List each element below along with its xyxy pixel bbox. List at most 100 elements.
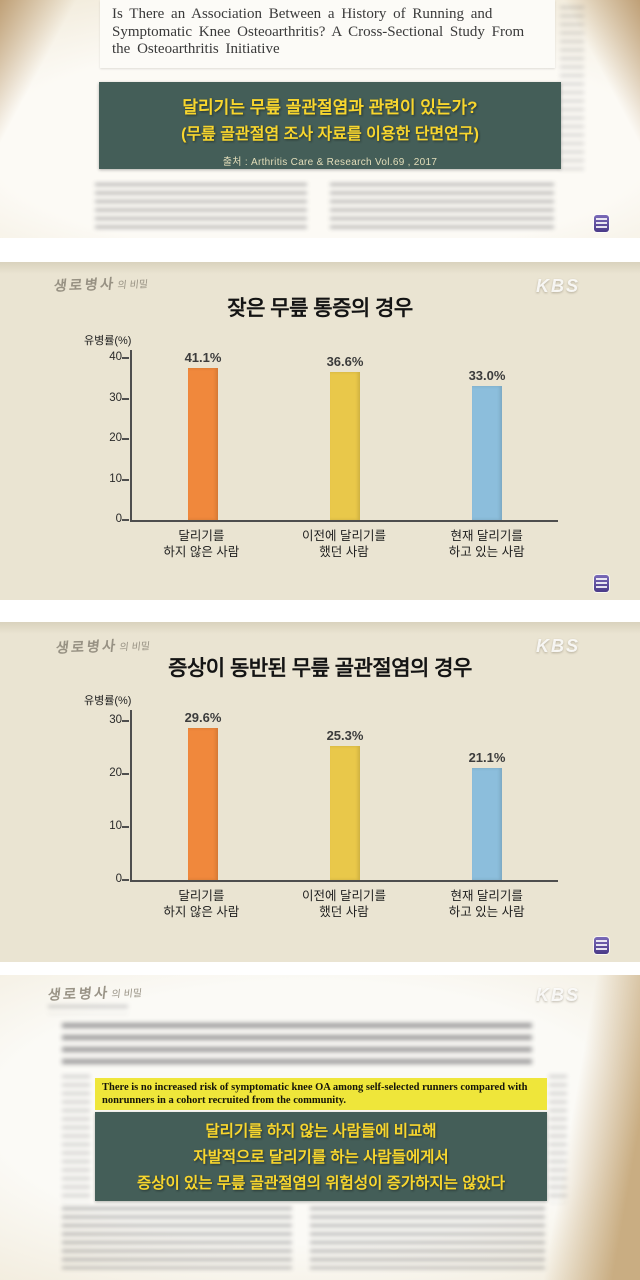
x-axis-category-line: 달리기를 bbox=[178, 529, 225, 543]
kbs-watermark: KBS bbox=[535, 985, 580, 1005]
bar-former-runner bbox=[330, 745, 360, 880]
conclusion-line3: 증상이 있는 무릎 골관절염의 위험성이 증가하지는 않았다 bbox=[136, 1175, 506, 1192]
conclusion-panel: 생로병사의 비밀 KBS There is no increased risk … bbox=[0, 975, 640, 1280]
y-axis-tick-label: 10 bbox=[109, 819, 122, 832]
chart-panel-knee-oa: 생로병사의 비밀 KBS 증상이 동반된 무릎 골관절염의 경우 유병률(%) … bbox=[0, 622, 640, 962]
y-axis-tick-label: 30 bbox=[109, 713, 122, 726]
kbs-watermark: KBS bbox=[535, 276, 580, 296]
bar-nonrunner bbox=[188, 728, 218, 880]
x-axis-category-line: 현재 달리기를 bbox=[450, 889, 523, 903]
chart-title: 증상이 동반된 무릎 골관절염의 경우 bbox=[168, 657, 472, 680]
program-logo: 생로병사의 비밀 bbox=[47, 983, 143, 1004]
program-logo-main: 생로병사 bbox=[47, 984, 111, 1003]
y-axis-tick-mark bbox=[122, 478, 129, 481]
paper-title-text: Is There an Association Between a Histor… bbox=[112, 6, 525, 57]
bar-group-former-runner: 25.3% bbox=[274, 710, 416, 880]
x-axis-category-line: 하지 않은 사람 bbox=[163, 905, 240, 919]
conclusion-line1: 달리기를 하지 않는 사람들에 비교해 bbox=[205, 1123, 437, 1140]
bar-current-runner bbox=[472, 386, 502, 520]
blurred-paper-text bbox=[95, 183, 307, 233]
bar-current-runner bbox=[472, 767, 502, 880]
y-axis-label: 유병률(%) bbox=[84, 335, 132, 347]
x-axis-category-line: 이전에 달리기를 bbox=[302, 889, 386, 903]
bar-group-nonrunner: 41.1% bbox=[132, 350, 274, 520]
x-axis-category: 현재 달리기를 하고 있는 사람 bbox=[415, 888, 558, 920]
x-axis-category-line: 하고 있는 사람 bbox=[448, 545, 525, 559]
y-axis-tick-label: 40 bbox=[109, 351, 122, 364]
bar-value-label: 36.6% bbox=[326, 353, 364, 369]
bar-chart-knee-pain: 유병률(%) 41.1% 36.6% 33.0% 0 10 bbox=[84, 332, 564, 567]
bar-group-current-runner: 33.0% bbox=[416, 350, 558, 520]
y-axis-tick-label: 0 bbox=[115, 873, 122, 885]
source-citation: 출처 : Arthritis Care & Research Vol.69 , … bbox=[222, 157, 438, 168]
y-axis-tick-mark bbox=[122, 719, 129, 722]
x-axis-labels: 달리기를 하지 않은 사람 이전에 달리기를 했던 사람 현재 달리기를 하고 … bbox=[130, 888, 558, 920]
y-axis-tick-label: 30 bbox=[109, 391, 122, 404]
y-axis-tick-mark bbox=[122, 438, 129, 441]
program-logo-main: 생로병사 bbox=[53, 275, 117, 294]
x-axis-labels: 달리기를 하지 않은 사람 이전에 달리기를 했던 사람 현재 달리기를 하고 … bbox=[130, 528, 558, 560]
bar-group-former-runner: 36.6% bbox=[274, 350, 416, 520]
paper-title-panel: Is There an Association Between a Histor… bbox=[0, 0, 640, 238]
conclusion-line2: 자발적으로 달리기를 하는 사람들에게서 bbox=[193, 1149, 449, 1166]
conclusion-box: 달리기를 하지 않는 사람들에 비교해 자발적으로 달리기를 하는 사람들에게서… bbox=[95, 1112, 547, 1201]
y-axis-tick-label: 20 bbox=[109, 766, 122, 779]
blurred-paper-text bbox=[62, 1207, 292, 1269]
blurred-paper-text bbox=[549, 1075, 567, 1203]
x-axis-category-line: 현재 달리기를 bbox=[450, 529, 523, 543]
blurred-paper-text bbox=[310, 1207, 545, 1269]
x-axis-category-line: 하지 않은 사람 bbox=[163, 545, 240, 559]
korean-title-line1: 달리기는 무릎 골관절염과 관련이 있는가? bbox=[182, 98, 478, 117]
kbs-watermark: KBS bbox=[535, 636, 580, 656]
korean-title-box: 달리기는 무릎 골관절염과 관련이 있는가? (무릎 골관절염 조사 자료를 이… bbox=[99, 82, 561, 169]
y-axis-tick-label: 20 bbox=[109, 432, 122, 445]
chart-title: 잦은 무릎 통증의 경우 bbox=[227, 297, 413, 320]
x-axis-category: 이전에 달리기를 했던 사람 bbox=[273, 888, 416, 920]
y-axis-tick-mark bbox=[122, 397, 129, 400]
plot-area: 41.1% 36.6% 33.0% 0 10 20 30 40 bbox=[109, 350, 558, 525]
program-logo-sub: 의 비밀 bbox=[116, 279, 149, 292]
bar-chart-knee-oa: 유병률(%) 29.6% 25.3% 21.1% 0 10 bbox=[84, 692, 564, 927]
korean-title-line2: (무릎 골관절염 조사 자료를 이용한 단면연구) bbox=[181, 126, 479, 143]
y-axis-label: 유병률(%) bbox=[84, 695, 132, 707]
x-axis-category: 현재 달리기를 하고 있는 사람 bbox=[415, 528, 558, 560]
blurred-paper-heading bbox=[62, 1023, 532, 1069]
y-axis-tick-mark bbox=[122, 879, 129, 881]
chart-panel-knee-pain: 생로병사의 비밀 KBS 잦은 무릎 통증의 경우 유병률(%) 41.1% 3… bbox=[0, 262, 640, 600]
highlighted-quote: There is no increased risk of symptomati… bbox=[95, 1078, 547, 1110]
blurred-paper-text bbox=[560, 6, 584, 170]
x-axis-category-line: 했던 사람 bbox=[319, 545, 369, 559]
bars-container: 29.6% 25.3% 21.1% bbox=[132, 710, 558, 880]
bar-value-label: 25.3% bbox=[326, 727, 364, 743]
y-axis-tick-mark bbox=[122, 772, 129, 775]
bar-value-label: 41.1% bbox=[184, 350, 222, 365]
plot-area: 29.6% 25.3% 21.1% 0 10 20 30 bbox=[109, 710, 558, 885]
bar-nonrunner bbox=[188, 368, 218, 520]
y-axis-tick-mark bbox=[122, 519, 129, 521]
x-axis-category: 이전에 달리기를 했던 사람 bbox=[273, 528, 416, 560]
bar-value-label: 29.6% bbox=[184, 710, 222, 725]
blurred-paper-text bbox=[330, 183, 554, 233]
blurred-logo-subtitle bbox=[48, 1005, 128, 1014]
y-axis-tick-mark bbox=[122, 357, 129, 360]
y-axis-tick-mark bbox=[122, 825, 129, 828]
x-axis-category: 달리기를 하지 않은 사람 bbox=[130, 888, 273, 920]
blurred-paper-text bbox=[62, 1075, 90, 1203]
bar-former-runner bbox=[330, 371, 360, 520]
x-axis-category-line: 했던 사람 bbox=[319, 905, 369, 919]
program-badge-icon bbox=[594, 215, 609, 232]
bars-container: 41.1% 36.6% 33.0% bbox=[132, 350, 558, 520]
bar-group-nonrunner: 29.6% bbox=[132, 710, 274, 880]
bar-group-current-runner: 21.1% bbox=[416, 710, 558, 880]
x-axis-category-line: 달리기를 bbox=[178, 889, 225, 903]
x-axis-category-line: 하고 있는 사람 bbox=[448, 905, 525, 919]
program-badge-icon bbox=[594, 937, 609, 954]
y-axis-tick-label: 10 bbox=[109, 472, 122, 485]
program-badge-icon bbox=[594, 575, 609, 592]
bar-value-label: 33.0% bbox=[468, 368, 506, 384]
x-axis-category: 달리기를 하지 않은 사람 bbox=[130, 528, 273, 560]
x-axis-category-line: 이전에 달리기를 bbox=[302, 529, 386, 543]
y-axis-tick-label: 0 bbox=[115, 513, 122, 525]
paper-title-box: Is There an Association Between a Histor… bbox=[100, 0, 555, 68]
